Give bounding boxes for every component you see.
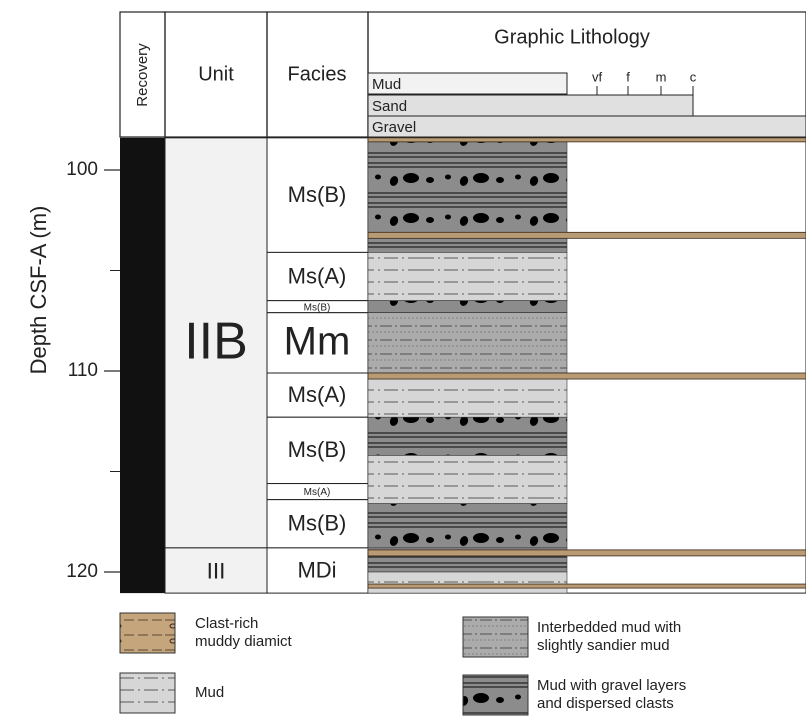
facies-label: Ms(B) [288, 511, 347, 536]
axis-label: Depth CSF-A (m) [26, 206, 51, 375]
diamict-layer [368, 138, 806, 142]
sand-class-label: vf [592, 69, 603, 84]
sand-class-label: c [690, 69, 697, 84]
legend-swatch [463, 675, 528, 715]
lithology-interval [368, 455, 567, 503]
lithology-interval [368, 417, 567, 455]
facies-label: Ms(A) [288, 382, 347, 407]
diamict-layer [368, 550, 806, 556]
legend-swatch [120, 673, 175, 713]
facies-header: Facies [288, 63, 347, 85]
diamict-layer [368, 232, 806, 238]
lithology-header: Graphic Lithology [494, 26, 650, 48]
grain-size-bar [368, 95, 693, 116]
grain-size-label: Mud [372, 76, 401, 93]
diamict-layer [368, 373, 806, 379]
lithology-interval [368, 301, 567, 313]
legend-label: muddy diamict [195, 633, 293, 650]
facies-label: Ms(B) [304, 302, 331, 313]
tick-label: 110 [68, 360, 98, 381]
lithology-interval [368, 252, 567, 300]
grain-size-label: Gravel [372, 119, 416, 136]
legend-label: Clast-rich [195, 615, 258, 632]
lithology-interval [368, 313, 567, 373]
legend-label: Mud with gravel layers [537, 677, 686, 694]
unit-label: III [207, 558, 226, 583]
legend-swatch [120, 613, 175, 653]
facies-label: Ms(B) [288, 182, 347, 207]
page: {"axis":{"label":"Depth CSF-A (m)","rang… [0, 0, 806, 718]
legend-label: Mud [195, 684, 224, 701]
facies-label: Mm [284, 319, 351, 363]
unit-label: IIB [184, 313, 248, 371]
sand-class-label: m [656, 69, 667, 84]
sand-class-label: f [626, 69, 630, 84]
unit-header: Unit [198, 63, 234, 85]
tick-label: 100 [66, 159, 98, 180]
recovery-header: Recovery [134, 43, 151, 107]
facies-label: Ms(A) [304, 487, 331, 498]
legend-label: Interbedded mud with [537, 619, 681, 636]
grain-size-label: Sand [372, 98, 407, 115]
facies-label: Ms(B) [288, 437, 347, 462]
lithology-interval [368, 504, 567, 548]
tick-label: 120 [66, 561, 98, 582]
legend-swatch [463, 617, 528, 657]
lithology-interval [368, 572, 567, 593]
legend-label: slightly sandier mud [537, 637, 670, 654]
grain-size-bar [368, 116, 806, 137]
facies-label: MDi [297, 557, 336, 582]
core-log: Recovery Unit Facies Graphic Lithology D… [0, 0, 806, 718]
recovery [120, 138, 165, 593]
legend-label: and dispersed clasts [537, 695, 674, 712]
diamict-layer [368, 584, 806, 588]
facies-label: Ms(A) [288, 263, 347, 288]
lithology-interval [368, 373, 567, 417]
